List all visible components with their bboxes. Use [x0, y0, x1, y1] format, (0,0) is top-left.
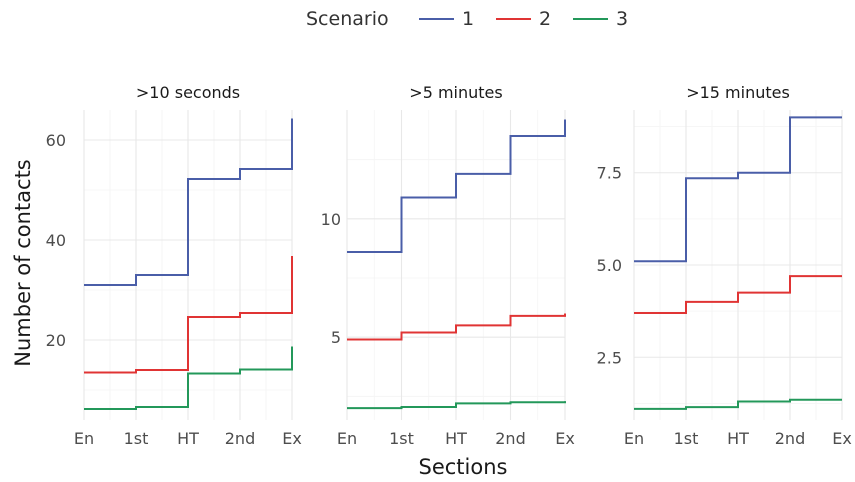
legend-label-2: 2 [539, 8, 551, 30]
y-axis-title: Number of contacts [11, 159, 35, 366]
series-line-2 [84, 256, 293, 374]
y-tick-label: 20 [46, 331, 66, 350]
series-line-3 [347, 401, 566, 410]
x-tick-label: 1st [389, 429, 414, 448]
x-tick-label: 1st [124, 429, 149, 448]
series-line-1 [347, 119, 566, 253]
panel-2: 5 10 En 1st HT 2nd Ex >5 minutes [321, 83, 575, 448]
x-tick-label: En [624, 429, 644, 448]
series-line-2 [634, 275, 842, 314]
legend-label-3: 3 [616, 8, 628, 30]
panel-3: 2.5 5.0 7.5 En 1st HT 2nd Ex >15 minutes [597, 83, 852, 448]
x-tick-label: HT [727, 429, 749, 448]
x-tick-label: 2nd [225, 429, 255, 448]
series-line-1 [84, 118, 293, 286]
series-line-1 [634, 116, 842, 263]
x-tick-label: HT [177, 429, 199, 448]
panel-title: >10 seconds [136, 83, 240, 102]
y-tick-label: 5 [331, 328, 341, 347]
y-tick-label: 60 [46, 131, 66, 150]
panel-title: >15 minutes [686, 83, 790, 102]
panel-1: 20 40 60 En 1st HT 2nd Ex >10 seconds [46, 83, 302, 448]
series-line-3 [84, 346, 293, 410]
legend-label-1: 1 [462, 8, 474, 30]
panel-title: >5 minutes [409, 83, 502, 102]
x-axis-title: Sections [419, 455, 508, 479]
y-tick-label: 10 [321, 210, 341, 229]
y-tick-label: 40 [46, 231, 66, 250]
y-tick-label: 2.5 [597, 348, 622, 367]
x-tick-label: 1st [674, 429, 699, 448]
x-tick-label: HT [445, 429, 467, 448]
legend: Scenario 1 2 3 [306, 8, 628, 30]
legend-title: Scenario [306, 8, 389, 30]
x-tick-label: Ex [832, 429, 852, 448]
x-tick-label: Ex [555, 429, 575, 448]
series-line-3 [634, 398, 842, 410]
x-tick-label: Ex [282, 429, 302, 448]
x-tick-label: En [74, 429, 94, 448]
series-line-2 [347, 313, 566, 341]
x-tick-label: 2nd [775, 429, 805, 448]
x-tick-label: 2nd [495, 429, 525, 448]
y-tick-label: 7.5 [597, 164, 622, 183]
y-tick-label: 5.0 [597, 256, 622, 275]
x-tick-label: En [337, 429, 357, 448]
